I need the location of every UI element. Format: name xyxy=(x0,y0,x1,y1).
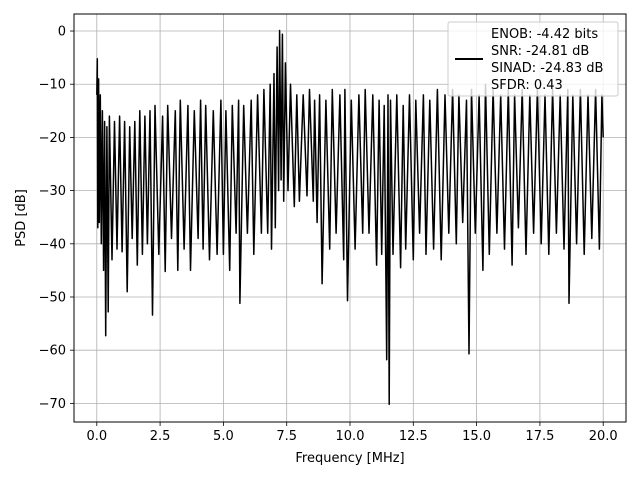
y-tick-label: −20 xyxy=(39,131,66,146)
x-tick-label: 7.5 xyxy=(276,429,297,444)
x-tick-label: 15.0 xyxy=(462,429,491,444)
legend-box xyxy=(447,21,619,97)
y-tick-label: 0 xyxy=(58,25,66,40)
x-tick-label: 17.5 xyxy=(525,429,554,444)
x-axis-ticks: 0.0 2.5 5.0 7.5 10.0 12.5 15.0 17.5 20.0 xyxy=(86,422,618,444)
y-tick-label: −70 xyxy=(39,397,66,412)
x-tick-label: 20.0 xyxy=(589,429,618,444)
x-axis-label: Frequency [MHz] xyxy=(295,451,404,466)
axes-frame xyxy=(73,13,627,423)
x-tick-label: 2.5 xyxy=(150,429,171,444)
x-tick-label: 5.0 xyxy=(213,429,234,444)
x-tick-label: 12.5 xyxy=(399,429,428,444)
y-tick-label: −60 xyxy=(39,344,66,359)
legend-entry-enob: ENOB: -4.42 bits xyxy=(491,27,598,42)
legend-entry-snr: SNR: -24.81 dB xyxy=(491,44,589,59)
x-tick-label: 0.0 xyxy=(86,429,107,444)
y-tick-label: −10 xyxy=(39,78,66,93)
legend-entry-sinad: SINAD: -24.83 dB xyxy=(491,61,603,76)
legend-entry-sfdr: SFDR: 0.43 xyxy=(491,78,563,93)
y-axis-label: PSD [dB] xyxy=(14,189,29,247)
y-axis-ticks: 0 −10 −20 −30 −40 −50 −60 −70 xyxy=(39,25,74,412)
x-tick-label: 10.0 xyxy=(336,429,365,444)
legend: ENOB: -4.42 bits SNR: -24.81 dB SINAD: -… xyxy=(447,21,619,97)
y-tick-label: −50 xyxy=(39,290,66,305)
y-tick-label: −30 xyxy=(39,184,66,199)
y-tick-label: −40 xyxy=(39,237,66,252)
